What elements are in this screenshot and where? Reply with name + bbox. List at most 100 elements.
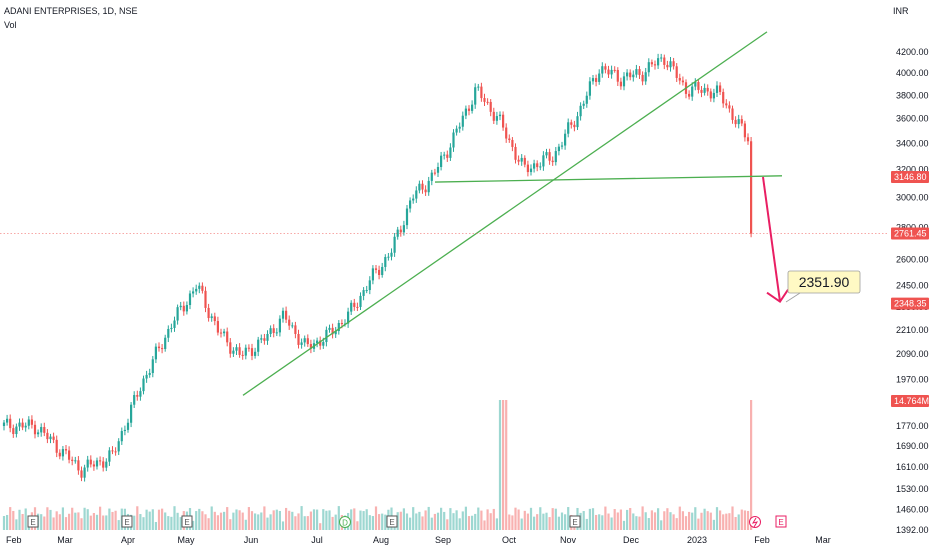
candle-body (520, 157, 523, 162)
target-price-tag-bg (891, 297, 929, 310)
candle-body (700, 89, 703, 93)
volume-bar (536, 514, 539, 530)
symbol-title: ADANI ENTERPRISES, 1D, NSE (4, 6, 138, 16)
candle-body (740, 119, 743, 124)
volume-bar (430, 517, 433, 530)
volume-bar (582, 511, 585, 530)
candle-body (601, 66, 604, 74)
volume-bar (681, 511, 684, 530)
volume-bar (477, 507, 480, 530)
candle-body (157, 346, 161, 349)
candle-body (238, 347, 241, 355)
volume-bar (554, 508, 557, 530)
candle-body (12, 428, 15, 435)
volume-bar (489, 513, 492, 530)
candle-body (728, 105, 731, 109)
candle-body (595, 78, 598, 82)
candle-body (254, 351, 257, 356)
candle-body (579, 105, 582, 117)
volume-bar (505, 400, 508, 530)
candle-body (185, 305, 188, 312)
candle-body (250, 348, 254, 356)
volume-bar (374, 506, 378, 530)
candle-body (207, 307, 210, 319)
candle-body (204, 290, 207, 308)
volume-bar (99, 506, 102, 530)
candle-body (440, 155, 443, 167)
candle-body (92, 464, 95, 467)
candle-body (598, 73, 601, 82)
x-tick-label: Sep (435, 535, 451, 545)
volume-bar (263, 506, 266, 530)
candle-body (570, 122, 573, 125)
candle-body (616, 69, 619, 82)
x-tick-label: Oct (502, 535, 517, 545)
neckline-price-tag-bg (891, 170, 929, 183)
volume-bar (588, 508, 591, 530)
candle-body (37, 432, 40, 435)
candle-body (232, 350, 235, 354)
volume-bar (316, 509, 319, 530)
candle-body (300, 342, 303, 345)
y-tick-label: 2600.00 (896, 255, 929, 265)
y-tick-label: 1610.00 (896, 462, 929, 472)
volume-bar (291, 511, 294, 530)
candle-body (750, 141, 753, 234)
candle-body (722, 91, 725, 104)
volume-bar (709, 512, 712, 530)
volume-bar (632, 513, 635, 530)
volume-bar (421, 516, 424, 530)
volume-bar (424, 510, 427, 530)
lightning-bolt (751, 517, 759, 528)
candle-body (622, 76, 626, 87)
volume-bar (226, 507, 229, 530)
candle-body (117, 441, 120, 452)
volume-bar (294, 516, 297, 530)
candle-body (269, 328, 272, 334)
volume-bar (52, 517, 55, 530)
y-tick-label: 3400.00 (896, 138, 929, 148)
candle-body (151, 359, 154, 374)
candle-body (514, 146, 517, 160)
y-tick-label: 2800.00 (896, 223, 929, 233)
earnings-marker-label: E (184, 518, 189, 527)
y-tick-label: 4200.00 (896, 47, 929, 57)
x-tick-label: Mar (815, 535, 831, 545)
volume-bar (6, 514, 9, 530)
candle-body (359, 295, 362, 307)
candle-body (455, 128, 458, 133)
volume-bar (622, 520, 626, 530)
volume-bar (464, 506, 467, 530)
volume-bar (653, 512, 657, 530)
volume-bar (223, 511, 226, 530)
volume-bar (250, 511, 254, 530)
candle-body (145, 374, 148, 379)
candle-body (114, 451, 117, 453)
volume-bar (533, 516, 536, 530)
volume-bar (151, 509, 154, 530)
x-tick-label: Jul (311, 535, 323, 545)
candle-body (691, 86, 694, 97)
x-tick-label: Jun (244, 535, 259, 545)
candle-body (288, 319, 291, 326)
candle-body (362, 290, 365, 296)
candle-body (74, 460, 77, 462)
target-arrow (762, 176, 781, 302)
candle-body (384, 257, 387, 267)
y-tick-label: 2450.00 (896, 280, 929, 290)
volume-bar (712, 519, 715, 530)
y-tick-label: 2210.00 (896, 325, 929, 335)
candle-body (486, 101, 489, 103)
volume-bar (21, 513, 24, 530)
volume-bar (467, 516, 471, 530)
volume-bar (669, 512, 672, 530)
candle-body (706, 87, 709, 92)
candle-body (331, 327, 334, 335)
candle-body (272, 328, 275, 333)
y-tick-label: 1530.00 (896, 484, 929, 494)
volume-bar (545, 512, 548, 530)
volume-bar (241, 512, 244, 530)
candle-body (120, 431, 123, 442)
volume-bar (238, 510, 241, 530)
